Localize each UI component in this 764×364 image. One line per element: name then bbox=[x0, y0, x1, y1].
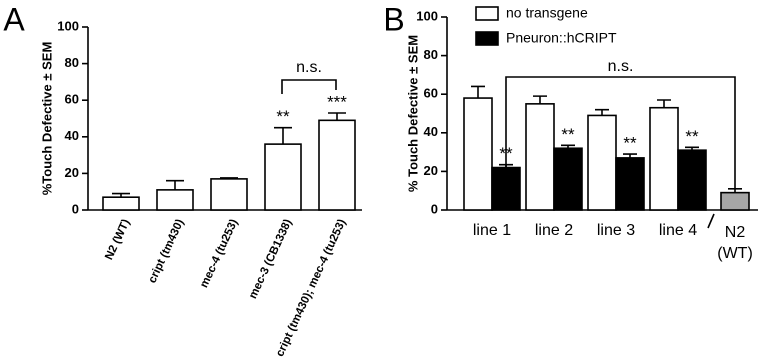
bracket-label: n.s. bbox=[608, 58, 634, 75]
y-tick-label: 20 bbox=[424, 163, 438, 178]
legend-swatch bbox=[475, 6, 499, 21]
bar bbox=[615, 157, 645, 211]
y-axis-label: %Touch Defective ± SEM bbox=[39, 42, 54, 196]
error-bar bbox=[533, 95, 547, 104]
error-bar bbox=[166, 179, 184, 190]
error-bar bbox=[657, 99, 671, 108]
bar bbox=[491, 166, 521, 211]
bar bbox=[318, 119, 356, 211]
axis-break bbox=[707, 213, 715, 229]
significance: ** bbox=[623, 134, 637, 153]
bar bbox=[720, 191, 750, 211]
panel-letter: A bbox=[3, 1, 25, 37]
y-tick-label: 60 bbox=[65, 92, 79, 107]
bar bbox=[102, 196, 140, 211]
x-tick-label: (WT) bbox=[717, 245, 753, 262]
x-tick-label: mec-4 (tu253) bbox=[198, 217, 240, 289]
bar bbox=[463, 97, 493, 211]
y-tick-label: 20 bbox=[65, 165, 79, 180]
error-bar bbox=[471, 85, 485, 99]
significance: *** bbox=[327, 92, 347, 111]
significance: ** bbox=[685, 127, 699, 146]
y-tick-label: 80 bbox=[424, 47, 438, 62]
bar bbox=[210, 178, 248, 211]
y-tick-label: 40 bbox=[424, 124, 438, 139]
bar bbox=[587, 114, 617, 211]
x-tick-label: line 1 bbox=[473, 222, 511, 239]
y-tick-label: 100 bbox=[416, 8, 438, 23]
bracket-label: n.s. bbox=[296, 59, 322, 76]
y-tick-label: 60 bbox=[424, 86, 438, 101]
x-tick-label: cript (tm430) bbox=[146, 217, 186, 285]
significance: ** bbox=[276, 107, 290, 126]
y-tick-label: 100 bbox=[57, 18, 79, 33]
x-tick-label: line 2 bbox=[535, 222, 573, 239]
error-bar bbox=[274, 126, 292, 145]
error-bar bbox=[561, 144, 575, 149]
y-tick-label: 40 bbox=[65, 128, 79, 143]
bracket bbox=[505, 76, 736, 189]
x-tick-label: N2 (WT) bbox=[103, 217, 132, 262]
y-tick-label: 80 bbox=[65, 55, 79, 70]
bar bbox=[264, 143, 302, 211]
error-bar bbox=[685, 146, 699, 151]
legend-swatch bbox=[475, 31, 499, 46]
x-tick-label: mec-3 (CB1338) bbox=[247, 217, 294, 300]
bar bbox=[553, 147, 583, 211]
panel-letter: B bbox=[383, 1, 404, 37]
bar bbox=[525, 103, 555, 211]
y-tick-label: 0 bbox=[431, 201, 438, 216]
x-tick-label: N2 bbox=[725, 224, 746, 241]
significance: ** bbox=[561, 125, 575, 144]
error-bar bbox=[112, 192, 130, 198]
legend-label: Pneuron::hCRIPT bbox=[506, 30, 617, 46]
bar bbox=[156, 189, 194, 211]
y-tick-label: 0 bbox=[72, 201, 79, 216]
x-tick-label: line 3 bbox=[597, 222, 635, 239]
legend-label: no transgene bbox=[506, 5, 588, 21]
bracket bbox=[281, 79, 337, 94]
y-axis-label: % Touch Defective ± SEM bbox=[405, 35, 420, 192]
error-bar bbox=[220, 177, 238, 179]
error-bar bbox=[595, 108, 609, 116]
error-bar bbox=[328, 112, 346, 121]
bar bbox=[649, 106, 679, 211]
x-tick-label: line 4 bbox=[659, 222, 697, 239]
error-bar bbox=[623, 153, 637, 158]
bar bbox=[677, 149, 707, 211]
